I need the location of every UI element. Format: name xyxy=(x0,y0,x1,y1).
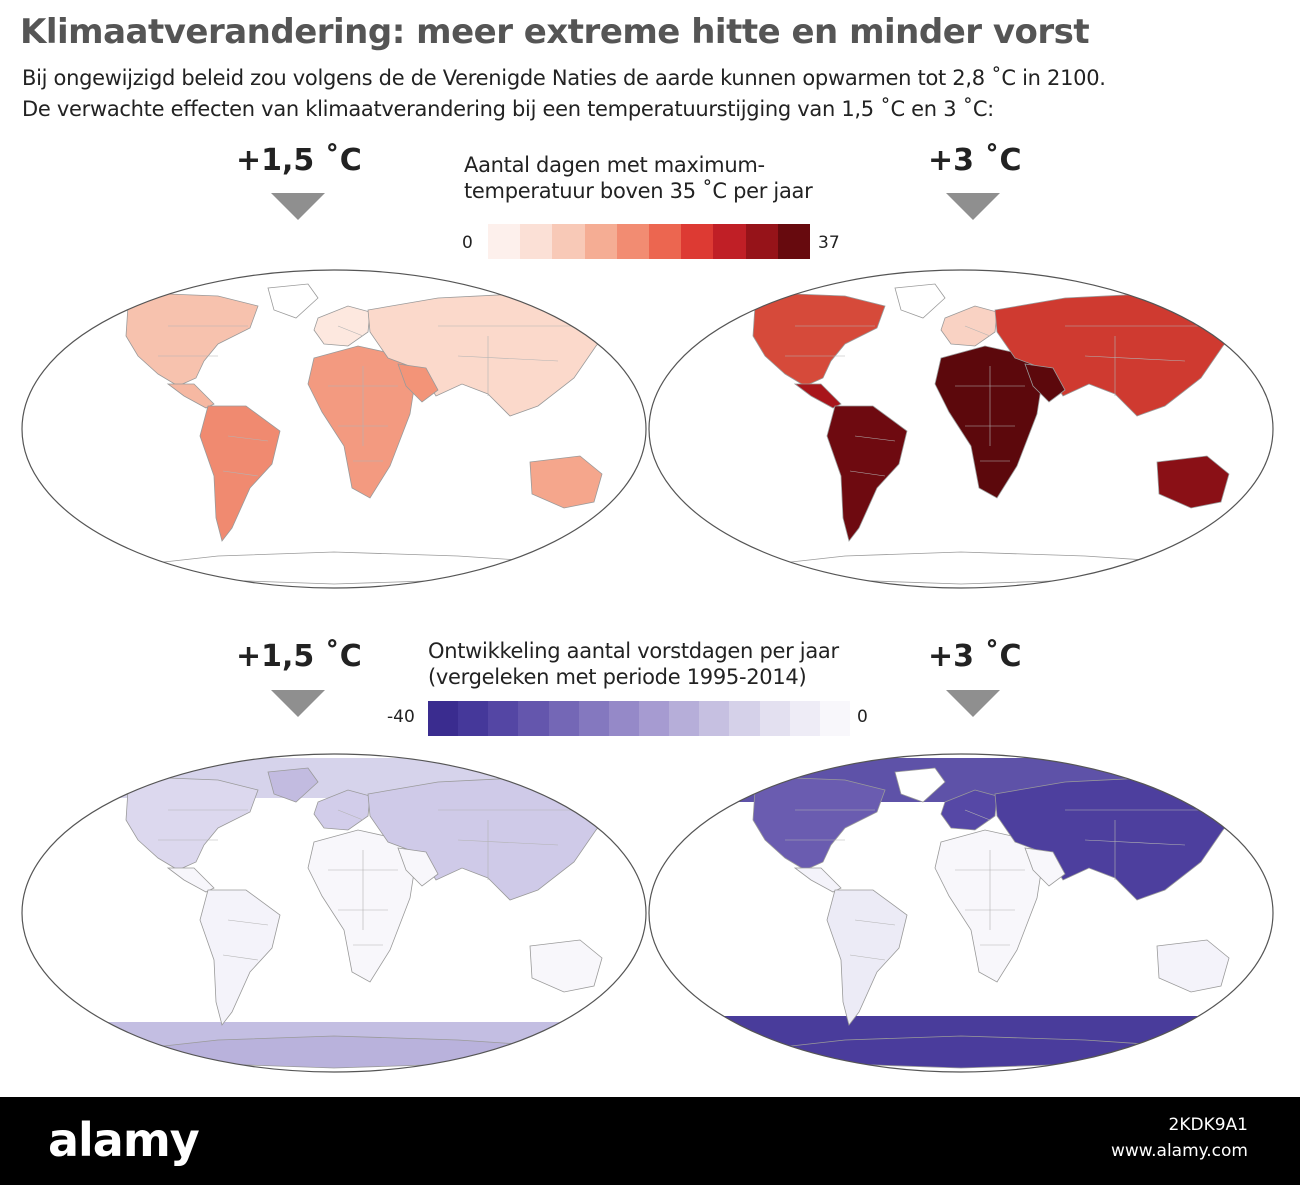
heat-scale-step-1 xyxy=(520,224,553,259)
heat-1-5c-north-america-region xyxy=(125,293,259,387)
image-id: 2KDK9A1 xyxy=(1168,1115,1248,1135)
frost-scale-step-2 xyxy=(488,701,519,736)
heat-3c-australia-region xyxy=(1156,455,1230,509)
heat-scale-step-3 xyxy=(584,224,617,259)
frost-3c-greenland-region xyxy=(894,767,946,803)
frost-scale-step-7 xyxy=(638,701,670,736)
heat-1-5c-greenland-region xyxy=(267,283,319,319)
heat-map-1-5c xyxy=(18,266,650,592)
frost-legend-title: Ontwikkeling aantal vorstdagen per jaar … xyxy=(428,638,839,690)
heat-scenario-left-label: +1,5 ˚C xyxy=(236,143,362,178)
subtitle-line-2: De verwachte effecten van klimaatverande… xyxy=(22,97,994,121)
frost-scale-step-1 xyxy=(458,701,489,736)
heat-legend-title-line-1: Aantal dagen met maximum- xyxy=(464,153,765,177)
heat-3c-arabia-region xyxy=(1024,363,1066,403)
heat-color-scale xyxy=(488,224,811,259)
subtitle-line-1: Bij ongewijzigd beleid zou volgens de de… xyxy=(22,66,1106,90)
frost-1-5c-europe-region xyxy=(313,789,371,831)
frost-3c-europe-region xyxy=(940,789,998,831)
frost-1-5c-greenland-region xyxy=(267,767,319,803)
frost-map-3c xyxy=(645,750,1277,1076)
heat-legend-title: Aantal dagen met maximum- temperatuur bo… xyxy=(464,152,813,204)
heat-1-5c-arabia-region xyxy=(397,363,439,403)
frost-1-5c-arabia-region xyxy=(397,847,439,887)
heat-map-3c xyxy=(645,266,1277,592)
frost-scale-step-0 xyxy=(428,701,459,736)
frost-scale-step-5 xyxy=(578,701,609,736)
heat-scale-step-4 xyxy=(616,224,650,259)
heat-3c-europe-region xyxy=(940,305,998,347)
frost-color-scale xyxy=(428,701,850,736)
heat-legend-title-line-2: temperatuur boven 35 ˚C per jaar xyxy=(464,179,813,203)
frost-scale-step-3 xyxy=(518,701,549,736)
heat-1-5c-australia-region xyxy=(529,455,603,509)
frost-legend-title-line-2: (vergeleken met periode 1995-2014) xyxy=(428,665,807,689)
frost-scale-step-4 xyxy=(548,701,579,736)
frost-legend-title-line-1: Ontwikkeling aantal vorstdagen per jaar xyxy=(428,639,839,663)
heat-scale-min-label: 0 xyxy=(462,233,473,253)
heat-scale-max-label: 37 xyxy=(818,233,840,253)
heat-scale-step-9 xyxy=(777,224,811,259)
frost-3c-arabia-region xyxy=(1024,847,1066,887)
heat-3c-north-america-region xyxy=(752,293,886,387)
frost-right-arrow-icon xyxy=(946,690,1000,717)
frost-3c-north-america-region xyxy=(752,777,886,871)
watermark-bar: alamy 2KDK9A1 www.alamy.com xyxy=(0,1097,1300,1185)
site-url: www.alamy.com xyxy=(1110,1141,1248,1161)
heat-scale-step-2 xyxy=(552,224,585,259)
frost-scale-max-label: 0 xyxy=(857,707,868,727)
heat-right-arrow-icon xyxy=(946,193,1000,220)
frost-1-5c-australia-region xyxy=(529,939,603,993)
frost-scale-step-8 xyxy=(669,701,700,736)
heat-scale-step-8 xyxy=(745,224,778,259)
frost-scale-step-13 xyxy=(819,701,850,736)
brand-logo: alamy xyxy=(48,1113,200,1167)
heat-left-arrow-icon xyxy=(271,193,325,220)
frost-scenario-left-label: +1,5 ˚C xyxy=(236,639,362,674)
frost-scale-min-label: -40 xyxy=(387,707,415,727)
heat-1-5c-europe-region xyxy=(313,305,371,347)
frost-scale-step-9 xyxy=(699,701,730,736)
page-title: Klimaatverandering: meer extreme hitte e… xyxy=(20,12,1090,52)
frost-scale-step-11 xyxy=(759,701,790,736)
frost-scenario-right-label: +3 ˚C xyxy=(928,639,1022,674)
heat-scale-step-6 xyxy=(681,224,714,259)
heat-3c-greenland-region xyxy=(894,283,946,319)
heat-scale-step-0 xyxy=(488,224,521,259)
frost-scale-step-10 xyxy=(729,701,760,736)
heat-scale-step-7 xyxy=(713,224,746,259)
frost-left-arrow-icon xyxy=(271,690,325,717)
frost-scale-step-12 xyxy=(789,701,820,736)
frost-3c-australia-region xyxy=(1156,939,1230,993)
heat-scenario-right-label: +3 ˚C xyxy=(928,143,1022,178)
heat-scale-step-5 xyxy=(649,224,682,259)
frost-map-1-5c xyxy=(18,750,650,1076)
frost-1-5c-north-america-region xyxy=(125,777,259,871)
frost-scale-step-6 xyxy=(608,701,639,736)
